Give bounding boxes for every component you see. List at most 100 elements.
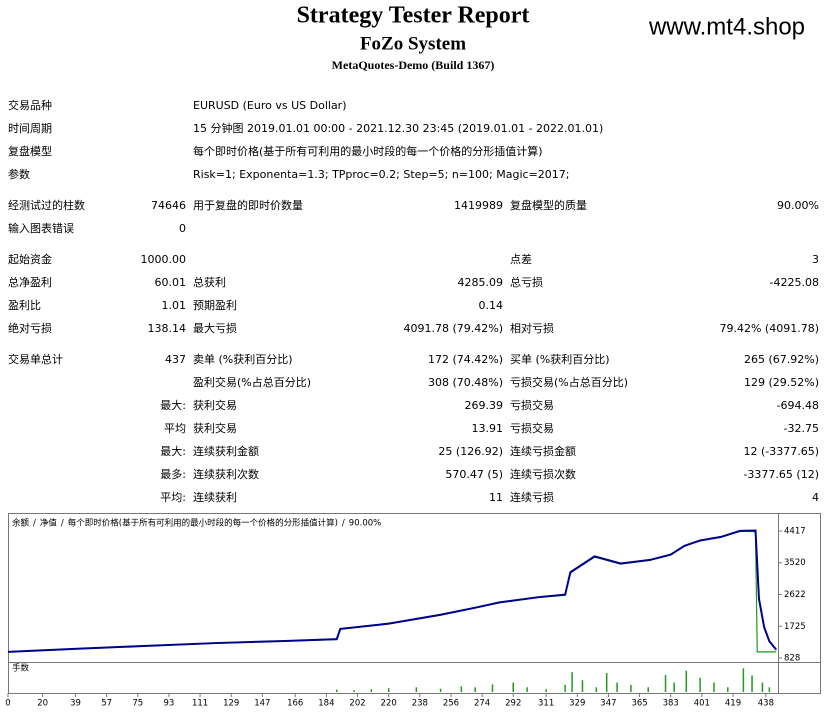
x-tick-label: 274 xyxy=(474,699,490,709)
cell-value: 0 xyxy=(179,222,186,235)
x-tick-label: 39 xyxy=(70,699,81,709)
y-tick-label: 3520 xyxy=(784,558,806,568)
cell-value: 4 xyxy=(812,491,819,504)
cell-label: Risk=1; Exponenta=1.3; TPproc=0.2; Step=… xyxy=(193,168,569,181)
x-tick-label: 365 xyxy=(631,699,647,709)
cell-label: 交易品种 xyxy=(8,98,52,112)
legend-quality: 90.00% xyxy=(349,519,381,529)
x-tick-label: 147 xyxy=(254,699,270,709)
legend-model: 每个即时价格(基于所有可利用的最小时段的每一个价格的分形插值计算) xyxy=(68,518,338,529)
cell-label: 起始资金 xyxy=(8,252,52,266)
cell-value: 79.42% (4091.78) xyxy=(719,322,819,335)
cell-label: 参数 xyxy=(8,167,30,181)
cell-label: 最大亏损 xyxy=(193,321,237,335)
cell-value: 269.39 xyxy=(465,399,504,412)
cell-label: 预期盈利 xyxy=(193,299,237,312)
report-subtitle: FoZo System xyxy=(360,33,466,54)
cell-label: 时间周期 xyxy=(8,122,52,135)
x-tick-label: 111 xyxy=(192,699,208,709)
x-tick-label: 93 xyxy=(164,699,175,709)
cell-value: 129 (29.52%) xyxy=(744,376,819,389)
cell-label: 连续亏损金额 xyxy=(510,444,576,458)
x-tick-label: 75 xyxy=(132,699,143,709)
cell-value: 最多: xyxy=(160,467,186,481)
watermark: www.mt4.shop xyxy=(648,13,805,40)
cell-label: 输入图表错误 xyxy=(8,221,74,235)
cell-value: 570.47 (5) xyxy=(445,468,503,481)
cell-label: 绝对亏损 xyxy=(8,321,52,335)
cell-label: 盈利比 xyxy=(8,299,41,312)
legend-separator: / xyxy=(342,519,345,529)
x-tick-label: 57 xyxy=(101,699,112,709)
cell-value: -694.48 xyxy=(777,399,819,412)
report-title: Strategy Tester Report xyxy=(297,3,530,29)
cell-label: 连续获利 xyxy=(193,490,237,504)
y-tick-label: 4417 xyxy=(784,527,806,537)
cell-label: 亏损交易 xyxy=(510,421,554,435)
cell-value: 265 (67.92%) xyxy=(744,353,819,366)
cell-value: -32.75 xyxy=(784,422,819,435)
build: MetaQuotes-Demo (Build 1367) xyxy=(332,58,495,72)
cell-value: 90.00% xyxy=(777,199,819,212)
cell-value: 60.01 xyxy=(155,276,187,289)
legend-separator: / xyxy=(61,519,64,529)
cell-value: 平均 xyxy=(164,422,186,435)
x-tick-label: 166 xyxy=(287,699,303,709)
cell-label: 卖单 (%获利百分比) xyxy=(193,353,293,366)
cell-label: 连续获利次数 xyxy=(193,467,259,481)
cell-label: 复盘模型的质量 xyxy=(510,198,587,212)
cell-value: 437 xyxy=(165,353,186,366)
y-tick-label: 828 xyxy=(784,653,800,663)
cell-label: 获利交易 xyxy=(193,421,237,435)
cell-value: 最大: xyxy=(160,398,186,412)
y-tick-label: 2622 xyxy=(784,590,806,600)
x-tick-label: 184 xyxy=(318,699,334,709)
x-tick-label: 238 xyxy=(412,699,428,709)
chart-frame xyxy=(8,513,821,694)
cell-value: -3377.65 (12) xyxy=(743,468,819,481)
x-tick-label: 347 xyxy=(600,699,616,709)
x-tick-label: 419 xyxy=(725,699,741,709)
y-tick-label: 1725 xyxy=(784,622,806,632)
cell-value: 11 xyxy=(489,491,503,504)
cell-label: 用于复盘的即时价数量 xyxy=(193,198,303,212)
x-tick-label: 256 xyxy=(443,699,459,709)
cell-label: 连续亏损次数 xyxy=(510,467,576,481)
x-tick-label: 20 xyxy=(37,699,48,709)
legend-entry: 净值 xyxy=(40,518,58,529)
x-tick-label: 401 xyxy=(694,699,710,709)
cell-value: 4091.78 (79.42%) xyxy=(403,322,503,335)
cell-value: -4225.08 xyxy=(770,276,819,289)
x-tick-label: 202 xyxy=(349,699,365,709)
x-tick-label: 438 xyxy=(758,699,774,709)
x-tick-label: 220 xyxy=(381,699,397,709)
series-line xyxy=(7,529,778,653)
cell-value: 最大: xyxy=(160,444,186,458)
cell-value: 138.14 xyxy=(148,322,187,335)
cell-value: 25 (126.92) xyxy=(438,445,503,458)
cell-label: 亏损交易(%占总百分比) xyxy=(510,375,628,389)
cell-value: 4285.09 xyxy=(458,276,504,289)
cell-label: 连续亏损 xyxy=(510,490,554,504)
cell-label: 总亏损 xyxy=(510,275,543,289)
cell-label: 15 分钟图 2019.01.01 00:00 - 2021.12.30 23:… xyxy=(193,121,603,135)
cell-label: 总净盈利 xyxy=(8,275,52,289)
cell-label: 点差 xyxy=(510,252,532,266)
cell-value: 3 xyxy=(812,253,819,266)
x-tick-label: 129 xyxy=(223,699,239,709)
volume-label: 手数 xyxy=(12,663,30,674)
cell-value: 0.14 xyxy=(479,299,504,312)
cell-value: 1.01 xyxy=(162,299,187,312)
x-tick-label: 383 xyxy=(663,699,679,709)
cell-label: 连续获利金额 xyxy=(193,444,259,458)
legend-separator: / xyxy=(33,519,36,529)
cell-label: 盈利交易(%占总百分比) xyxy=(193,375,311,389)
x-tick-label: 311 xyxy=(538,699,554,709)
cell-label: 买单 (%获利百分比) xyxy=(510,353,610,366)
cell-value: 12 (-3377.65) xyxy=(743,445,819,458)
cell-label: EURUSD (Euro vs US Dollar) xyxy=(193,99,347,112)
x-tick-label: 329 xyxy=(569,699,585,709)
cell-value: 74646 xyxy=(151,199,186,212)
cell-label: 获利交易 xyxy=(193,398,237,412)
